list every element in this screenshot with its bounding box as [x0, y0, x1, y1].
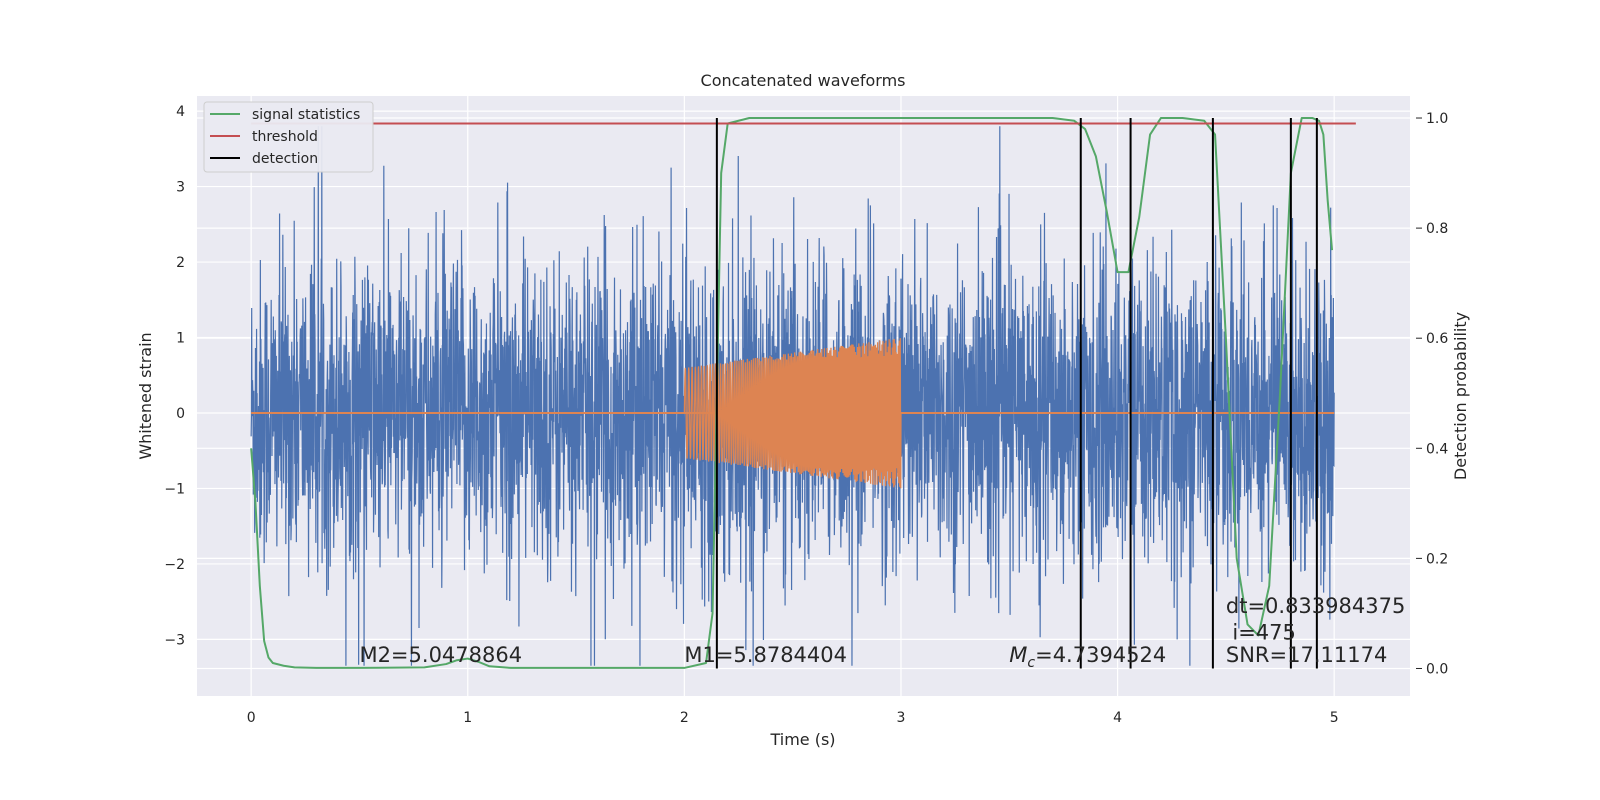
y-tick-label: −2 [164, 557, 185, 573]
x-axis-label: Time (s) [769, 730, 835, 749]
annotation-dt: dt=0.833984375 [1226, 594, 1405, 618]
template-chirp [683, 338, 902, 489]
y2-tick-label: 0.0 [1426, 661, 1448, 677]
legend-label-threshold: threshold [252, 129, 318, 145]
annotation-m1: M1=5.8784404 [684, 643, 847, 667]
x-tick-label: 2 [680, 710, 689, 726]
annotation-m2: M2=5.0478864 [359, 643, 522, 667]
legend-box [203, 101, 374, 173]
y2-tick-label: 0.6 [1426, 331, 1448, 347]
y2-tick-label: 0.2 [1426, 551, 1448, 567]
legend: signal statistics threshold detection [203, 101, 374, 173]
x-tick-label: 1 [463, 710, 472, 726]
y2-axis-label: Detection probability [1451, 312, 1470, 480]
annotations: M2=5.0478864 M1=5.8784404 Mc=4.7394524 dt=0… [359, 594, 1405, 671]
ticks: 0 1 2 3 4 5 −3 −2 −1 0 1 2 3 4 0.0 0.2 0.4 0.6 0.8 1.0 [164, 104, 1448, 726]
x-tick-label: 5 [1330, 710, 1339, 726]
y-axis-label: Whitened strain [136, 332, 155, 459]
y-tick-label: 2 [176, 255, 185, 271]
y2-tick-label: 1.0 [1426, 111, 1448, 127]
legend-label-statistics: signal statistics [252, 107, 360, 123]
x-tick-label: 4 [1113, 710, 1122, 726]
y-tick-label: −3 [164, 632, 185, 648]
chart-title: Concatenated waveforms [701, 71, 906, 90]
y-tick-label: 3 [176, 180, 185, 196]
y-tick-label: 1 [176, 331, 185, 347]
template-series [251, 338, 1335, 489]
y2-tick-label: 0.4 [1426, 441, 1448, 457]
y-tick-label: −1 [164, 481, 185, 497]
annotation-i: i=475 [1232, 620, 1296, 644]
detection-lines [715, 118, 1318, 669]
annotation-mc: Mc=4.7394524 [1009, 643, 1166, 671]
annotation-snr: SNR=17.11174 [1226, 643, 1387, 667]
y-tick-label: 0 [176, 406, 185, 422]
y2-tick-label: 0.8 [1426, 221, 1448, 237]
statistics-series [250, 117, 1356, 669]
statistics-line [250, 117, 1334, 669]
x-tick-label: 3 [897, 710, 906, 726]
x-tick-label: 0 [247, 710, 256, 726]
legend-label-detection: detection [252, 151, 318, 167]
y-tick-label: 4 [176, 104, 185, 120]
